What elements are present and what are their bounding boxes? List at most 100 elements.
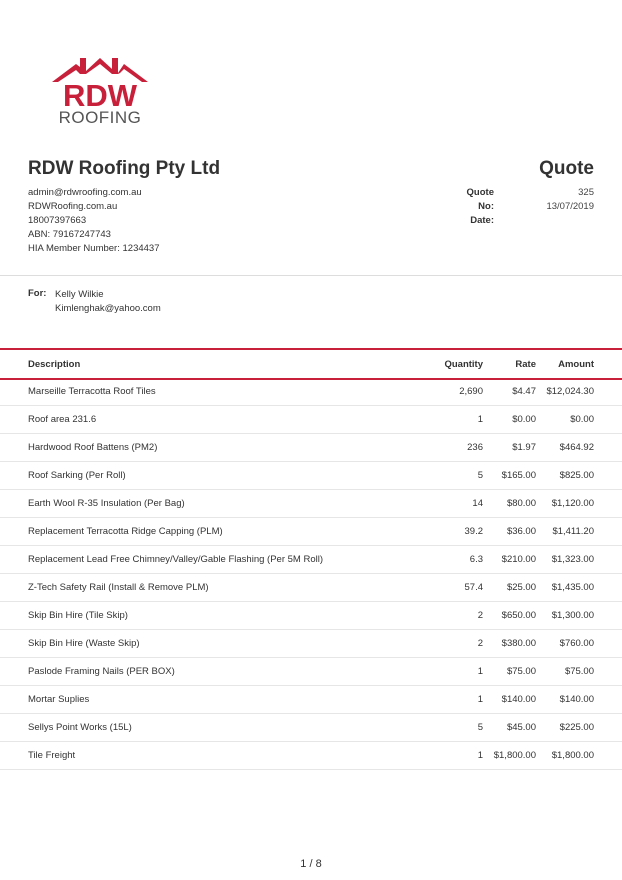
header-rate: Rate: [515, 359, 536, 370]
item-rate: $1.97: [512, 442, 536, 453]
item-rate: $0.00: [512, 414, 536, 425]
table-row: Mortar Suplies 1 $140.00 $140.00: [0, 686, 622, 714]
item-description: Replacement Terracotta Ridge Capping (PL…: [28, 526, 223, 537]
client-details: Kelly Wilkie Kimlenghak@yahoo.com: [55, 288, 161, 316]
item-amount: $0.00: [570, 414, 594, 425]
item-quantity: 57.4: [464, 582, 484, 593]
item-quantity: 5: [477, 722, 483, 733]
company-website: RDWRoofing.com.au: [28, 201, 118, 212]
header-divider: [0, 275, 622, 276]
item-quantity: 1: [477, 694, 483, 705]
header-quantity: Quantity: [444, 359, 483, 370]
item-description: Tile Freight: [28, 750, 76, 761]
item-amount: $140.00: [559, 694, 594, 705]
line-items: Marseille Terracotta Roof Tiles 2,690 $4…: [0, 378, 622, 770]
page-number: 1 / 8: [300, 858, 322, 870]
item-description: Paslode Framing Nails (PER BOX): [28, 666, 175, 677]
item-quantity: 1: [477, 414, 483, 425]
item-quantity: 236: [467, 442, 483, 453]
client-name: Kelly Wilkie: [55, 289, 104, 300]
item-amount: $1,120.00: [551, 498, 594, 509]
quote-no-value: 325: [578, 187, 594, 198]
table-row: Earth Wool R-35 Insulation (Per Bag) 14 …: [0, 490, 622, 518]
table-row: Marseille Terracotta Roof Tiles 2,690 $4…: [0, 378, 622, 406]
item-description: Skip Bin Hire (Tile Skip): [28, 610, 128, 621]
item-amount: $1,411.20: [552, 526, 594, 537]
date-value: 13/07/2019: [546, 201, 594, 212]
item-quantity: 39.2: [464, 526, 484, 537]
item-quantity: 5: [477, 470, 483, 481]
item-rate: $165.00: [501, 470, 536, 481]
table-row: Hardwood Roof Battens (PM2) 236 $1.97 $4…: [0, 434, 622, 462]
item-description: Mortar Suplies: [28, 694, 90, 705]
item-amount: $12,024.30: [546, 386, 594, 397]
item-description: Roof Sarking (Per Roll): [28, 470, 126, 481]
quote-meta-values: 325 13/07/2019: [494, 186, 594, 214]
item-description: Earth Wool R-35 Insulation (Per Bag): [28, 498, 185, 509]
table-row: Paslode Framing Nails (PER BOX) 1 $75.00…: [0, 658, 622, 686]
item-description: Roof area 231.6: [28, 414, 97, 425]
header-description: Description: [28, 359, 81, 370]
company-abn: ABN: 79167247743: [28, 229, 111, 240]
item-description: Marseille Terracotta Roof Tiles: [28, 386, 156, 397]
item-quantity: 1: [477, 666, 483, 677]
item-amount: $1,800.00: [551, 750, 594, 761]
table-row: Skip Bin Hire (Waste Skip) 2 $380.00 $76…: [0, 630, 622, 658]
item-description: Hardwood Roof Battens (PM2): [28, 442, 158, 453]
client-email: Kimlenghak@yahoo.com: [55, 303, 161, 314]
item-rate: $140.00: [501, 694, 536, 705]
item-rate: $650.00: [501, 610, 536, 621]
company-name: RDW Roofing Pty Ltd: [28, 158, 221, 179]
item-amount: $464.92: [559, 442, 594, 453]
quote-meta-labels: Quote No: Date:: [452, 186, 494, 228]
item-amount: $825.00: [559, 470, 594, 481]
table-row: Z-Tech Safety Rail (Install & Remove PLM…: [0, 574, 622, 602]
item-rate: $36.00: [506, 526, 536, 537]
table-row: Roof area 231.6 1 $0.00 $0.00: [0, 406, 622, 434]
item-rate: $1,800.00: [493, 750, 536, 761]
item-quantity: 14: [472, 498, 483, 509]
company-contact: admin@rdwroofing.com.au RDWRoofing.com.a…: [28, 186, 159, 256]
item-description: Sellys Point Works (15L): [28, 722, 132, 733]
logo-rdw-text: RDW: [62, 78, 138, 113]
item-description: Replacement Lead Free Chimney/Valley/Gab…: [28, 554, 323, 565]
item-amount: $1,435.00: [551, 582, 594, 593]
item-rate: $45.00: [506, 722, 536, 733]
item-amount: $75.00: [564, 666, 594, 677]
table-row: Tile Freight 1 $1,800.00 $1,800.00: [0, 742, 622, 770]
item-amount: $1,323.00: [551, 554, 594, 565]
roof-icon: [52, 58, 148, 82]
item-quantity: 2,690: [459, 386, 483, 397]
item-rate: $4.47: [512, 386, 536, 397]
logo-roofing-text: ROOFING: [58, 108, 142, 127]
item-amount: $760.00: [559, 638, 594, 649]
item-rate: $210.00: [501, 554, 536, 565]
item-quantity: 6.3: [469, 554, 483, 565]
item-rate: $25.00: [506, 582, 536, 593]
item-rate: $380.00: [501, 638, 536, 649]
table-row: Sellys Point Works (15L) 5 $45.00 $225.0…: [0, 714, 622, 742]
company-email: admin@rdwroofing.com.au: [28, 187, 142, 198]
item-description: Z-Tech Safety Rail (Install & Remove PLM…: [28, 582, 209, 593]
table-header: Description Quantity Rate Amount: [0, 348, 622, 380]
company-hia-number: HIA Member Number: 1234437: [28, 243, 160, 254]
document-title: Quote: [539, 158, 594, 179]
item-description: Skip Bin Hire (Waste Skip): [28, 638, 140, 649]
table-row: Roof Sarking (Per Roll) 5 $165.00 $825.0…: [0, 462, 622, 490]
header-amount: Amount: [558, 359, 594, 370]
table-row: Replacement Lead Free Chimney/Valley/Gab…: [0, 546, 622, 574]
item-quantity: 2: [477, 638, 483, 649]
item-amount: $225.00: [559, 722, 594, 733]
item-rate: $75.00: [506, 666, 536, 677]
for-label: For:: [28, 288, 47, 299]
quote-no-label: Quote No:: [466, 187, 494, 212]
item-quantity: 1: [477, 750, 483, 761]
company-phone: 18007397663: [28, 215, 87, 226]
table-row: Replacement Terracotta Ridge Capping (PL…: [0, 518, 622, 546]
table-row: Skip Bin Hire (Tile Skip) 2 $650.00 $1,3…: [0, 602, 622, 630]
item-quantity: 2: [477, 610, 483, 621]
item-amount: $1,300.00: [551, 610, 594, 621]
company-logo: RDW ROOFING: [50, 52, 150, 127]
item-rate: $80.00: [506, 498, 536, 509]
date-label: Date:: [470, 215, 494, 226]
